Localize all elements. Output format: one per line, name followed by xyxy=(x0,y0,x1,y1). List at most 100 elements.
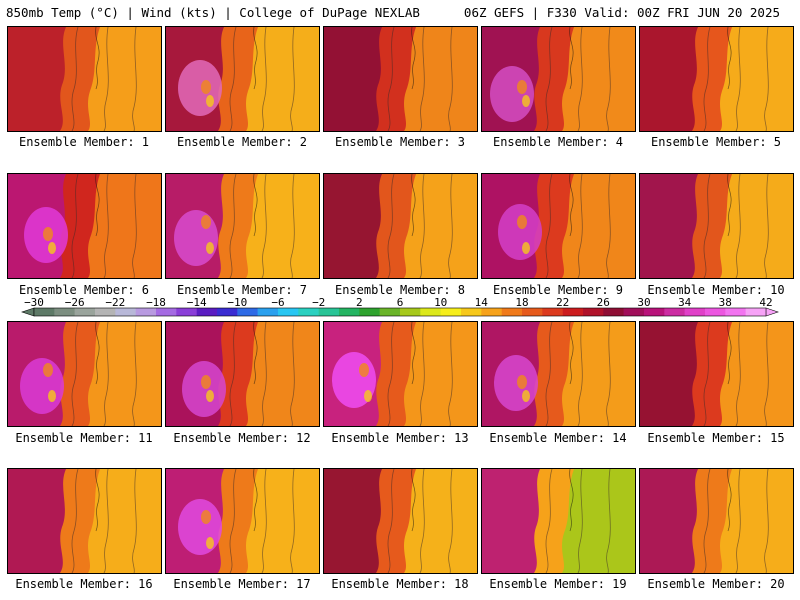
colorbar-swatch xyxy=(318,308,340,316)
ensemble-member-label: Ensemble Member: 18 xyxy=(331,577,469,591)
colorbar-tick-label: −6 xyxy=(271,296,284,309)
ensemble-member-map xyxy=(481,173,636,279)
colorbar-swatch xyxy=(562,308,584,316)
temperature-field xyxy=(640,27,793,131)
ensemble-member-label: Ensemble Member: 4 xyxy=(492,135,624,149)
ensemble-member-map xyxy=(7,468,162,574)
ensemble-member-label: Ensemble Member: 19 xyxy=(489,577,627,591)
colorbar-tick-label: 30 xyxy=(637,296,650,309)
ensemble-member-map xyxy=(7,173,162,279)
ensemble-member-map xyxy=(7,321,162,427)
colorbar-swatch xyxy=(54,308,75,316)
temperature-field xyxy=(640,469,793,573)
temperature-field xyxy=(324,322,477,426)
ensemble-member-label: Ensemble Member: 20 xyxy=(647,577,785,591)
colorbar-tick-label: −30 xyxy=(24,296,44,309)
ensemble-member-label: Ensemble Member: 3 xyxy=(334,135,466,149)
colorbar-swatch xyxy=(135,308,157,316)
ensemble-member-label: Ensemble Member: 13 xyxy=(331,431,469,445)
colorbar-swatch xyxy=(705,308,726,316)
temperature-field xyxy=(482,469,635,573)
run-valid-time: 06Z GEFS | F330 Valid: 00Z FRI JUN 20 20… xyxy=(463,5,780,20)
ensemble-member-label: Ensemble Member: 6 xyxy=(18,283,150,297)
colorbar-tick-label: −2 xyxy=(312,296,325,309)
colorbar-swatch xyxy=(379,308,401,316)
colorbar-tick-label: −18 xyxy=(146,296,166,309)
colorbar-tick-label: −22 xyxy=(105,296,125,309)
ensemble-member-map xyxy=(639,321,794,427)
ensemble-member-label: Ensemble Member: 15 xyxy=(647,431,785,445)
ensemble-member-map xyxy=(165,26,320,132)
colorbar-tick-label: −14 xyxy=(187,296,207,309)
ensemble-member-label: Ensemble Member: 17 xyxy=(173,577,311,591)
colorbar-swatch xyxy=(745,308,767,316)
colorbar-tick-label: 22 xyxy=(556,296,569,309)
ensemble-member-label: Ensemble Member: 7 xyxy=(176,283,308,297)
colorbar-swatch xyxy=(156,308,177,316)
colorbar-swatch xyxy=(644,308,665,316)
temperature-field xyxy=(166,322,319,426)
colorbar-swatch xyxy=(400,308,421,316)
temperature-field xyxy=(324,469,477,573)
colorbar-swatch xyxy=(725,308,746,316)
colorbar-swatch xyxy=(298,308,319,316)
colorbar-tick-label: −26 xyxy=(65,296,85,309)
colorbar-tick-label: 2 xyxy=(356,296,363,309)
colorbar-swatch xyxy=(583,308,604,316)
colorbar-swatch xyxy=(217,308,238,316)
temperature-field xyxy=(482,322,635,426)
ensemble-member-label: Ensemble Member: 9 xyxy=(492,283,624,297)
colorbar-swatch xyxy=(257,308,279,316)
temperature-field xyxy=(324,174,477,278)
colorbar-swatch xyxy=(278,308,299,316)
ensemble-member-label: Ensemble Member: 5 xyxy=(650,135,782,149)
ensemble-member-map xyxy=(481,468,636,574)
colorbar-tick-label: 18 xyxy=(515,296,528,309)
ensemble-member-map xyxy=(323,321,478,427)
temperature-field xyxy=(8,27,161,131)
temperature-field xyxy=(8,174,161,278)
colorbar-swatch xyxy=(196,308,218,316)
colorbar-tick-label: 42 xyxy=(759,296,772,309)
map-title: 850mb Temp (°C) | Wind (kts) | College o… xyxy=(6,5,420,20)
ensemble-member-label: Ensemble Member: 2 xyxy=(176,135,308,149)
temperature-field xyxy=(640,322,793,426)
ensemble-member-map xyxy=(323,468,478,574)
ensemble-member-label: Ensemble Member: 8 xyxy=(334,283,466,297)
colorbar-tick-label: 14 xyxy=(475,296,489,309)
colorbar-graphic: −30 −26 −22 −18 −14 −10 −6 −2 2 6 10 14 18 22 26 30 34 38… xyxy=(21,296,779,317)
colorbar-tick-label: 34 xyxy=(678,296,692,309)
ensemble-member-label: Ensemble Member: 11 xyxy=(15,431,153,445)
temperature-field xyxy=(324,27,477,131)
colorbar-swatch xyxy=(74,308,96,316)
ensemble-member-map xyxy=(323,26,478,132)
ensemble-member-map xyxy=(323,173,478,279)
ensemble-member-map xyxy=(7,26,162,132)
colorbar-swatch xyxy=(461,308,482,316)
ensemble-member-label: Ensemble Member: 1 xyxy=(18,135,150,149)
colorbar-tick-label: 38 xyxy=(719,296,732,309)
temperature-field xyxy=(8,322,161,426)
colorbar-swatch xyxy=(603,308,624,316)
ensemble-member-label: Ensemble Member: 10 xyxy=(647,283,785,297)
temperature-field xyxy=(166,469,319,573)
colorbar-swatch xyxy=(542,308,563,316)
colorbar-swatch xyxy=(684,308,706,316)
colorbar-swatch xyxy=(359,308,380,316)
colorbar-tick-label: −10 xyxy=(227,296,247,309)
colorbar-swatch xyxy=(481,308,502,316)
temperature-field xyxy=(166,174,319,278)
temperature-field xyxy=(482,174,635,278)
colorbar-swatch xyxy=(623,308,645,316)
temperature-colorbar: −30 −26 −22 −18 −14 −10 −6 −2 2 6 10 14 18 22 26 30 34 38… xyxy=(0,296,800,320)
temperature-field xyxy=(482,27,635,131)
ensemble-member-map xyxy=(165,468,320,574)
colorbar-swatch xyxy=(339,308,360,316)
colorbar-swatch xyxy=(176,308,197,316)
colorbar-swatch xyxy=(95,308,116,316)
temperature-field xyxy=(640,174,793,278)
temperature-field xyxy=(8,469,161,573)
colorbar-swatch xyxy=(420,308,441,316)
colorbar-swatch xyxy=(34,308,55,316)
ensemble-member-map xyxy=(481,26,636,132)
